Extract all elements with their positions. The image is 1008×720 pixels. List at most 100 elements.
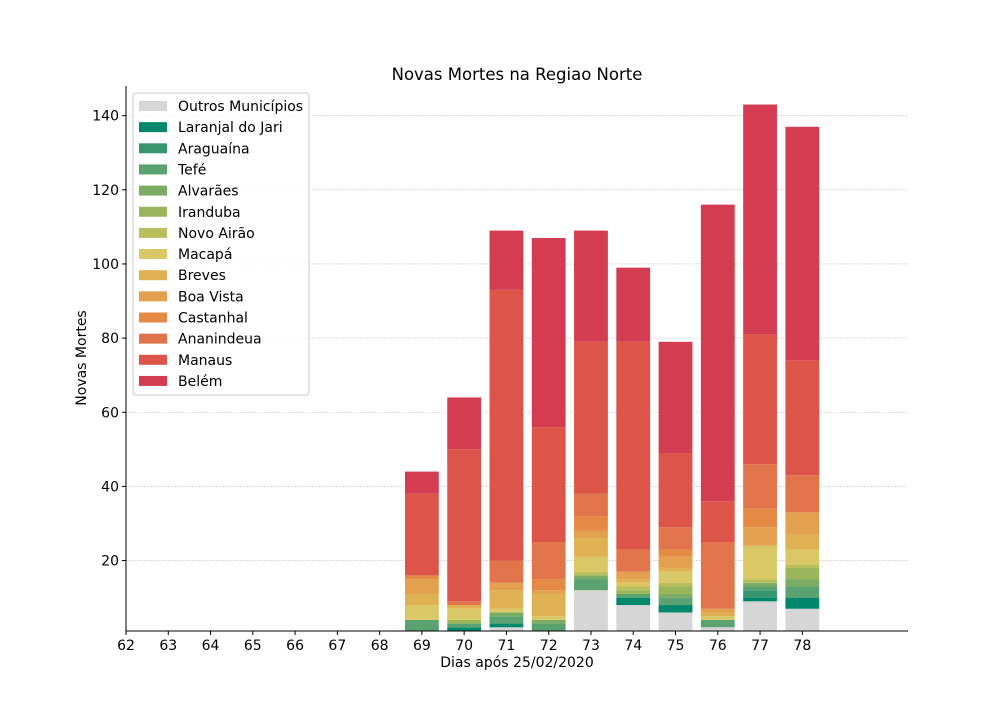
legend-label: Araguaína	[178, 141, 250, 157]
bar-segment	[743, 590, 777, 598]
legend-label: Ananindeua	[178, 332, 262, 348]
bar-segment	[447, 601, 482, 606]
bar-segment	[743, 545, 777, 580]
bar-segment	[616, 571, 651, 580]
bar-segment	[489, 612, 524, 617]
x-tick-label: 68	[371, 638, 389, 654]
legend-label: Outros Municípios	[178, 99, 303, 115]
bar-segment	[743, 601, 777, 631]
bar-segment	[658, 567, 693, 572]
bar-segment	[574, 516, 608, 531]
bar-segment	[743, 464, 777, 509]
x-tick-label: 64	[202, 638, 220, 654]
bar-segment	[700, 627, 735, 631]
bar-segment	[574, 230, 608, 342]
bar-segment	[531, 238, 566, 428]
legend-swatch	[139, 333, 167, 344]
bar-segment	[616, 582, 651, 587]
legend-label: Iranduba	[178, 205, 241, 221]
legend-swatch	[139, 122, 167, 133]
x-tick-label: 66	[286, 638, 304, 654]
bar-segment	[658, 341, 693, 454]
legend: Outros Municípios Laranjal do Jari Araguaí…	[132, 92, 310, 396]
y-axis-label: Novas Mortes	[74, 310, 90, 405]
bar-segment	[700, 608, 735, 613]
bar-segment	[404, 493, 439, 576]
y-tick-label: 40	[101, 479, 119, 495]
bar-segment	[489, 623, 524, 628]
bar-segment	[785, 597, 820, 609]
bar-segment	[404, 593, 439, 606]
bar-segment	[658, 453, 693, 528]
bar-segment	[574, 493, 608, 517]
bar-segment	[616, 593, 651, 598]
x-tick-label: 67	[328, 638, 346, 654]
x-tick-label: 69	[413, 638, 431, 654]
legend-label: Alvarães	[178, 184, 239, 200]
bar-segment	[489, 230, 524, 290]
legend-label: Boa Vista	[178, 289, 244, 305]
bar-segment	[743, 508, 777, 528]
bar-segment	[489, 289, 524, 561]
legend-swatch	[139, 291, 167, 302]
bar-segment	[574, 590, 608, 631]
bar-segment	[616, 549, 651, 572]
bar-segment	[785, 567, 820, 580]
chart-title: Novas Mortes na Regiao Norte	[392, 65, 643, 84]
bar-segment	[489, 616, 524, 624]
bar-segment	[574, 571, 608, 576]
bar-segment	[404, 575, 439, 580]
bar-segment	[404, 619, 439, 631]
x-tick-label: 77	[751, 638, 769, 654]
legend-swatch	[139, 312, 167, 323]
legend-label: Macapá	[178, 247, 232, 263]
bar-segment	[616, 597, 651, 606]
bar-segment	[531, 619, 566, 624]
bar-segment	[531, 427, 566, 543]
bar-segment	[743, 104, 777, 335]
bar-segment	[785, 360, 820, 476]
legend-swatch	[139, 164, 167, 175]
legend-box	[132, 92, 310, 396]
bar-segment	[785, 579, 820, 587]
x-tick-label: 71	[498, 638, 516, 654]
bar-segment	[785, 475, 820, 513]
bar-segment	[616, 341, 651, 550]
x-axis-label: Dias após 25/02/2020	[440, 655, 593, 671]
y-tick-label: 20	[101, 554, 119, 570]
bar-segment	[531, 616, 566, 620]
legend-label: Laranjal do Jari	[178, 120, 283, 136]
bar-segment	[658, 597, 693, 606]
bar-segment	[531, 590, 566, 594]
bar-segment	[700, 612, 735, 617]
bar-segment	[743, 582, 777, 587]
bar-segment	[658, 527, 693, 550]
bar-segment	[616, 586, 651, 591]
bar-segment	[447, 627, 482, 631]
legend-swatch	[139, 143, 167, 154]
bar-segment	[743, 527, 777, 546]
bar-segment	[700, 619, 735, 628]
bar-segment	[489, 582, 524, 591]
legend-swatch	[139, 375, 167, 386]
bar-segment	[574, 556, 608, 572]
bar-segment	[616, 590, 651, 594]
bar-segment	[447, 623, 482, 628]
bar-segment	[658, 605, 693, 613]
legend-swatch	[139, 270, 167, 281]
legend-label: Breves	[178, 268, 226, 284]
bar-segment	[531, 579, 566, 591]
bar-segment	[489, 608, 524, 613]
bar-segment	[700, 501, 735, 543]
bar-segment	[658, 582, 693, 587]
legend-swatch	[139, 354, 167, 365]
bar-segment	[447, 619, 482, 624]
bar-segment	[531, 542, 566, 580]
bar-segment	[785, 534, 820, 550]
bar-segment	[574, 579, 608, 591]
x-tick-label: 73	[582, 638, 600, 654]
legend-label: Castanhal	[178, 311, 248, 327]
axes	[125, 86, 908, 632]
bar-segment	[785, 564, 820, 568]
